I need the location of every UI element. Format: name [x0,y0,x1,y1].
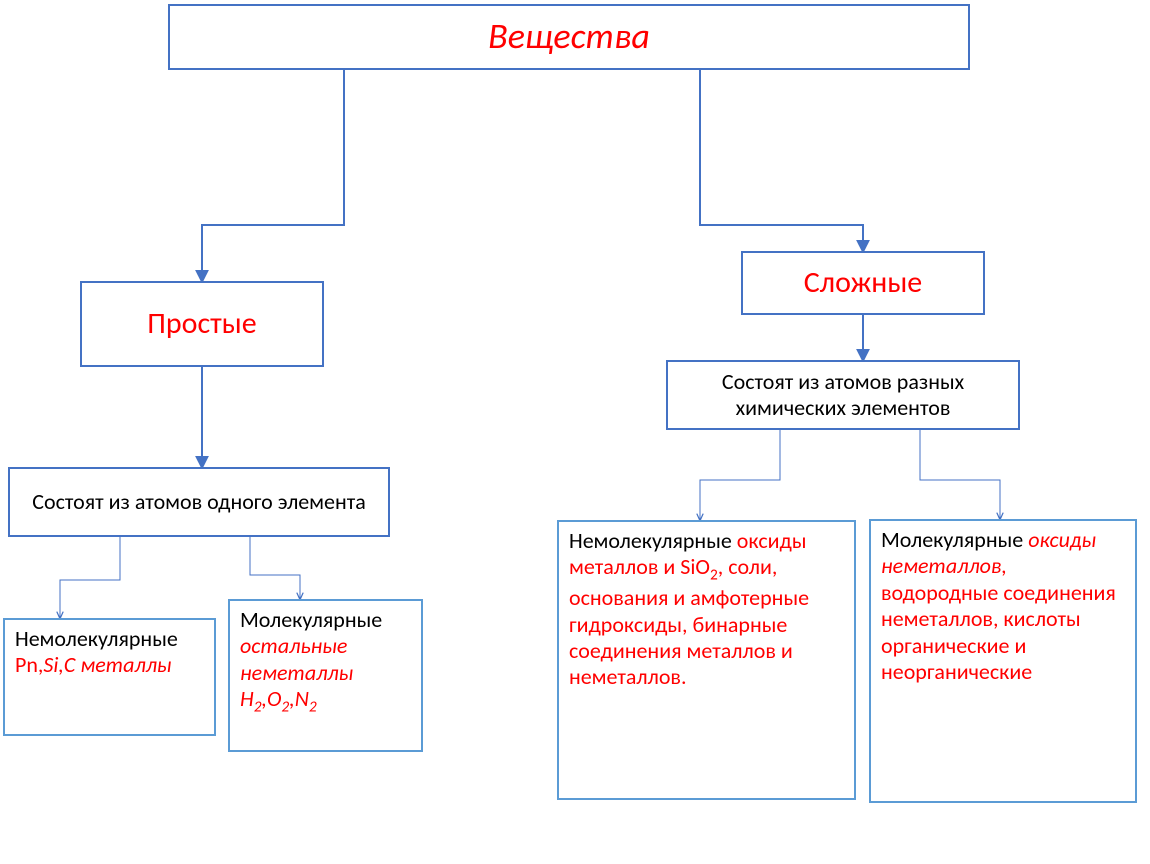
node-complex_nonmol: Немолекулярные оксиды металлов и SiO2, с… [557,520,856,800]
node-root: Вещества [168,4,970,70]
node-complex: Сложные [741,251,985,315]
node-simple_mol: Молекулярные остальные неметаллы Н2,О2,N… [228,599,423,752]
node-complex_desc: Состоят из атомов разных химических элем… [666,360,1020,430]
node-simple_nonmol: Немолекулярные Pn,Si,C металлы [3,618,216,736]
node-complex_mol: Молекулярные оксиды неметаллов, водородн… [869,519,1137,803]
node-simple: Простые [80,281,324,367]
node-simple_desc: Состоят из атомов одного элемента [8,467,390,537]
